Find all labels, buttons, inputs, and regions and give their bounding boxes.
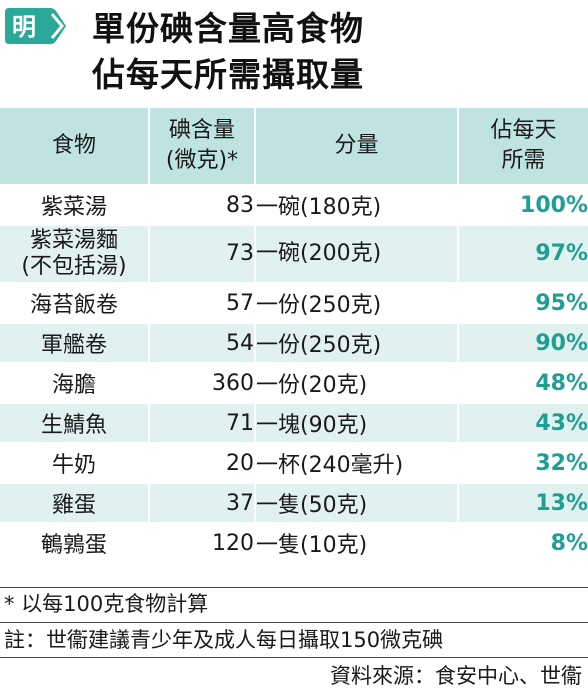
portion-cell: 一碗(180克) — [255, 185, 459, 226]
table-row: 軍艦卷 54 一份(250克) 90% — [0, 323, 588, 364]
daily-percent-cell: 13% — [458, 483, 588, 524]
portion-cell: 一碗(200克) — [255, 225, 459, 284]
table-row: 紫菜湯麵 (不包括湯) 73 一碗(200克) 97% — [0, 225, 588, 284]
svg-text:明: 明 — [12, 13, 36, 41]
iodine-cell: 57 — [149, 283, 256, 324]
iodine-cell: 20 — [149, 443, 256, 484]
title-line-2: 佔每天所需攝取量 — [92, 55, 364, 94]
note: 註：世衞建議青少年及成人每日攝取150微克碘 — [4, 628, 444, 652]
food-cell: 雞蛋 — [0, 483, 150, 524]
portion-cell: 一隻(10克) — [255, 523, 459, 564]
iodine-cell: 71 — [149, 403, 256, 444]
header-iodine: 碘含量 (微克)* — [149, 108, 256, 186]
daily-percent-cell: 97% — [458, 225, 588, 284]
page-title: 單份碘含量高食物 佔每天所需攝取量 — [92, 6, 364, 98]
daily-percent-cell: 8% — [458, 523, 588, 564]
daily-percent-cell: 32% — [458, 443, 588, 484]
header-food: 食物 — [0, 108, 150, 186]
table-row: 紫菜湯 83 一碗(180克) 100% — [0, 185, 588, 226]
daily-percent-cell: 48% — [458, 363, 588, 404]
note-rule — [0, 657, 588, 658]
newspaper-logo-icon: 明 — [5, 8, 66, 44]
daily-percent-cell: 90% — [458, 323, 588, 364]
portion-cell: 一塊(90克) — [255, 403, 459, 444]
food-cell: 紫菜湯 — [0, 185, 150, 226]
food-cell: 軍艦卷 — [0, 323, 150, 364]
portion-cell: 一份(250克) — [255, 323, 459, 364]
iodine-cell: 54 — [149, 323, 256, 364]
iodine-cell: 360 — [149, 363, 256, 404]
table-row: 鵪鶉蛋 120 一隻(10克) 8% — [0, 523, 588, 564]
table-header-row: 食物 碘含量 (微克)* 分量 佔每天 所需 — [0, 108, 588, 186]
header-daily-percent: 佔每天 所需 — [458, 108, 588, 186]
table-row: 海膽 360 一份(20克) 48% — [0, 363, 588, 404]
header: 明 單份碘含量高食物 佔每天所需攝取量 — [0, 0, 588, 104]
source: 資料來源：食安中心、世衞 — [330, 664, 582, 688]
table-bottom-rule — [0, 587, 588, 588]
iodine-cell: 73 — [149, 225, 256, 284]
iodine-table: 食物 碘含量 (微克)* 分量 佔每天 所需 紫菜湯 83 一碗(180克) 100% 紫菜… — [0, 108, 588, 564]
portion-cell: 一杯(240毫升) — [255, 443, 459, 484]
daily-percent-cell: 100% — [458, 185, 588, 226]
portion-cell: 一份(20克) — [255, 363, 459, 404]
table-row: 海苔飯卷 57 一份(250克) 95% — [0, 283, 588, 324]
daily-percent-cell: 95% — [458, 283, 588, 324]
table-row: 生鯖魚 71 一塊(90克) 43% — [0, 403, 588, 444]
header-portion: 分量 — [255, 108, 459, 186]
food-cell: 紫菜湯麵 (不包括湯) — [0, 225, 150, 284]
daily-percent-cell: 43% — [458, 403, 588, 444]
iodine-cell: 120 — [149, 523, 256, 564]
title-line-1: 單份碘含量高食物 — [92, 9, 364, 48]
table-row: 牛奶 20 一杯(240毫升) 32% — [0, 443, 588, 484]
footnote: * 以每100克食物計算 — [4, 592, 209, 616]
iodine-cell: 83 — [149, 185, 256, 226]
food-cell: 生鯖魚 — [0, 403, 150, 444]
food-cell: 牛奶 — [0, 443, 150, 484]
footnote-rule — [0, 622, 588, 623]
food-cell: 鵪鶉蛋 — [0, 523, 150, 564]
table-row: 雞蛋 37 一隻(50克) 13% — [0, 483, 588, 524]
food-cell: 海膽 — [0, 363, 150, 404]
food-cell: 海苔飯卷 — [0, 283, 150, 324]
portion-cell: 一隻(50克) — [255, 483, 459, 524]
portion-cell: 一份(250克) — [255, 283, 459, 324]
iodine-cell: 37 — [149, 483, 256, 524]
